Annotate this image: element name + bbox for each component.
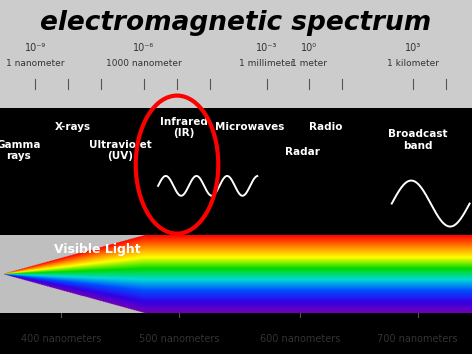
Text: Broadcast
band: Broadcast band — [388, 129, 447, 151]
Text: electromagnetic spectrum: electromagnetic spectrum — [41, 10, 431, 36]
Text: 10⁻⁶: 10⁻⁶ — [133, 43, 155, 53]
Text: 600 nanometers: 600 nanometers — [260, 334, 340, 344]
Text: 1 millimeter: 1 millimeter — [239, 58, 295, 68]
Text: Ultraviolet
(UV): Ultraviolet (UV) — [89, 139, 152, 161]
Text: 1 nanometer: 1 nanometer — [6, 58, 65, 68]
Text: 1000 nanometer: 1000 nanometer — [106, 58, 182, 68]
Text: Gamma
rays: Gamma rays — [0, 139, 41, 161]
Text: 1 meter: 1 meter — [291, 58, 327, 68]
Text: Visible Light: Visible Light — [54, 243, 141, 256]
Text: 10⁻⁹: 10⁻⁹ — [25, 43, 46, 53]
Bar — [0, 313, 472, 354]
Text: Radar: Radar — [285, 147, 320, 157]
Text: 400 nanometers: 400 nanometers — [21, 334, 101, 344]
Bar — [0, 108, 472, 235]
Text: 10⁻³: 10⁻³ — [256, 43, 278, 53]
Text: 10⁰: 10⁰ — [301, 43, 317, 53]
Text: 500 nanometers: 500 nanometers — [139, 334, 219, 344]
Text: 700 nanometers: 700 nanometers — [378, 334, 458, 344]
Text: Infrared
(IR): Infrared (IR) — [160, 116, 208, 138]
Text: Microwaves: Microwaves — [216, 122, 285, 132]
Text: Radio: Radio — [309, 122, 342, 132]
Text: 1 kilometer: 1 kilometer — [387, 58, 439, 68]
Text: 10³: 10³ — [405, 43, 421, 53]
Bar — [0, 235, 472, 354]
Text: X-rays: X-rays — [55, 122, 91, 132]
